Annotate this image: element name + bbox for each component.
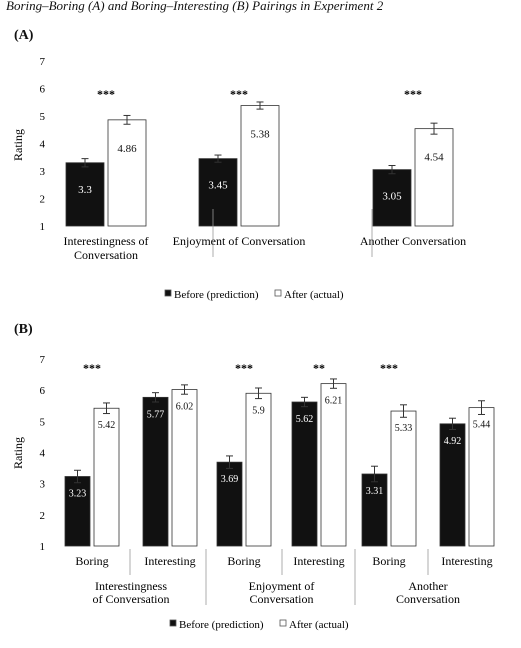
data-label-after-6: 5.44 xyxy=(473,420,491,431)
data-label-after-1: 4.86 xyxy=(117,143,137,155)
legend-label-before: Before (prediction) xyxy=(179,619,264,631)
subcategory-label-2: Interesting xyxy=(144,554,195,568)
bar-before-6 xyxy=(439,423,466,547)
y-tick-label: 6 xyxy=(40,385,46,397)
group-label-1: Interestingness of Conversation xyxy=(93,579,170,606)
bar-before-2 xyxy=(142,396,169,547)
y-tick-label: 5 xyxy=(40,111,46,123)
bar-after-2 xyxy=(171,389,198,547)
data-label-before-3: 3.69 xyxy=(221,474,239,485)
data-label-after-4: 6.21 xyxy=(325,396,343,407)
bar-before-1 xyxy=(65,162,105,227)
legend-swatch-before xyxy=(164,289,172,297)
y-tick-label: 3 xyxy=(40,479,46,491)
significance-marker-1: *** xyxy=(97,87,115,101)
data-label-before-6: 4.92 xyxy=(444,436,462,447)
data-label-before-1: 3.3 xyxy=(78,184,92,196)
data-label-after-5: 5.33 xyxy=(395,423,413,434)
subcategory-label-1: Boring xyxy=(75,554,108,568)
category-label-2: Enjoyment of Conversation xyxy=(173,234,306,248)
significance-marker-3: *** xyxy=(404,87,422,101)
data-label-after-1: 5.42 xyxy=(98,420,116,431)
significance-marker-5: *** xyxy=(380,361,398,375)
figure-caption: Boring–Boring (A) and Boring–Interesting… xyxy=(6,0,384,13)
y-tick-label: 2 xyxy=(40,194,46,206)
y-tick-label: 5 xyxy=(40,416,46,428)
bar-before-5 xyxy=(361,473,388,547)
group-label-3: Another Conversation xyxy=(396,579,460,606)
y-tick-label: 6 xyxy=(40,84,46,96)
y-tick-label: 4 xyxy=(40,139,46,151)
y-tick-label: 1 xyxy=(40,221,46,233)
panel-a-label: (A) xyxy=(14,28,34,43)
category-label-1: Interestingness of Conversation xyxy=(64,234,149,262)
subcategory-label-3: Boring xyxy=(227,554,260,568)
y-tick-label: 1 xyxy=(40,541,46,553)
data-label-after-3: 5.9 xyxy=(252,405,265,416)
legend-label-before: Before (prediction) xyxy=(174,289,259,301)
subcategory-label-5: Boring xyxy=(372,554,405,568)
significance-marker-2: *** xyxy=(230,87,248,101)
y-tick-label: 7 xyxy=(40,56,46,68)
subcategory-label-4: Interesting xyxy=(293,554,344,568)
data-label-before-5: 3.31 xyxy=(366,486,384,497)
y-tick-label: 7 xyxy=(40,354,46,366)
legend-swatch-after xyxy=(274,289,282,297)
data-label-before-4: 5.62 xyxy=(296,414,314,425)
legend-swatch-after xyxy=(279,619,287,627)
bar-before-1 xyxy=(64,476,91,547)
y-tick-label: 3 xyxy=(40,166,46,178)
significance-marker-3: *** xyxy=(235,361,253,375)
bar-after-4 xyxy=(320,383,347,547)
bar-after-6 xyxy=(468,407,495,547)
bar-after-3 xyxy=(245,392,272,547)
legend: Before (prediction) After (actual) xyxy=(169,619,349,631)
y-axis-label: Rating xyxy=(11,129,25,161)
bar-after-5 xyxy=(390,410,417,547)
bar-before-3 xyxy=(216,461,243,547)
bar-before-3 xyxy=(372,169,412,227)
bar-after-1 xyxy=(93,407,120,547)
significance-marker-4: ** xyxy=(313,361,325,375)
data-label-before-2: 5.77 xyxy=(147,409,165,420)
bar-after-3 xyxy=(414,128,454,227)
group-label-2: Enjoyment of Conversation xyxy=(249,579,315,606)
data-label-after-2: 5.38 xyxy=(250,129,270,141)
significance-marker-1: *** xyxy=(83,361,101,375)
subcategory-label-6: Interesting xyxy=(441,554,492,568)
data-label-after-3: 4.54 xyxy=(424,152,444,164)
y-tick-label: 4 xyxy=(40,448,46,460)
bar-before-2 xyxy=(198,158,238,227)
legend-swatch-before xyxy=(169,619,177,627)
y-axis-label: Rating xyxy=(11,437,25,469)
legend-label-after: After (actual) xyxy=(284,289,344,301)
legend: Before (prediction) After (actual) xyxy=(164,289,344,301)
data-label-before-3: 3.05 xyxy=(382,191,402,203)
legend-label-after: After (actual) xyxy=(289,619,349,631)
category-label-3: Another Conversation xyxy=(360,234,466,248)
data-label-before-1: 3.23 xyxy=(69,488,87,499)
panel-b-label: (B) xyxy=(14,322,33,337)
y-tick-label: 2 xyxy=(40,510,46,522)
data-label-before-2: 3.45 xyxy=(208,180,228,192)
data-label-after-2: 6.02 xyxy=(176,402,194,413)
